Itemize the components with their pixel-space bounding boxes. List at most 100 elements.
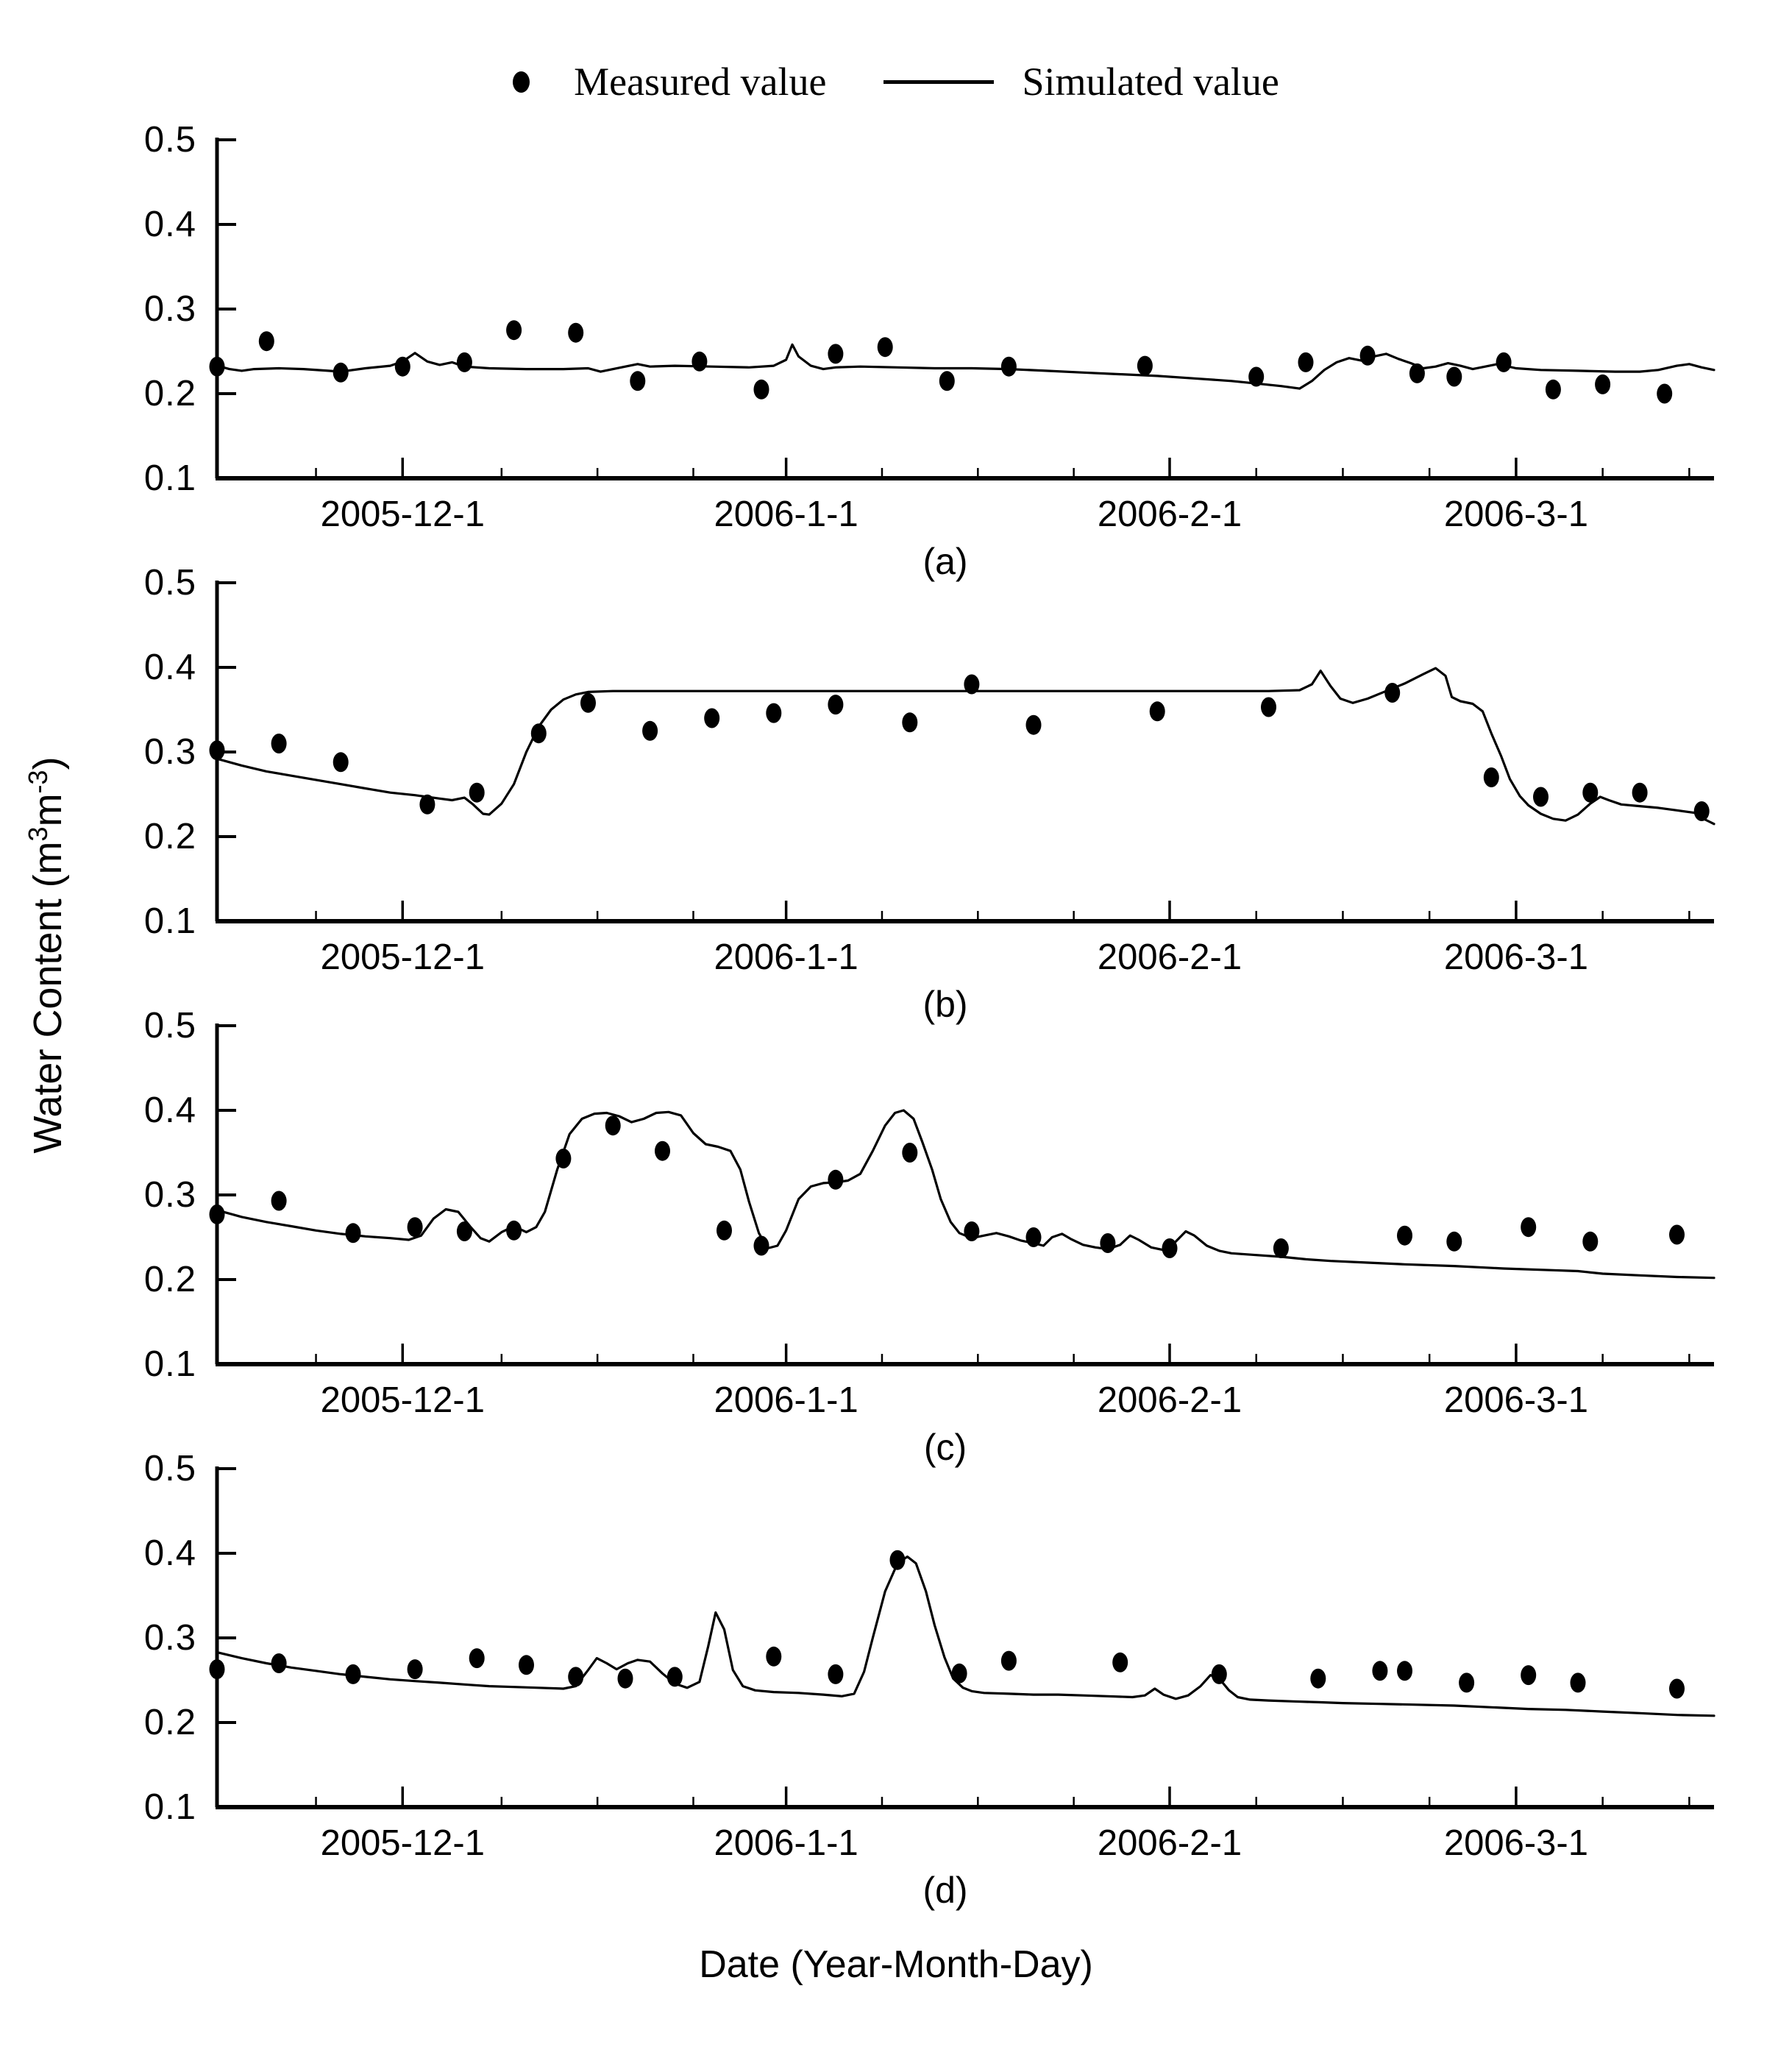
measured-point xyxy=(1669,1678,1685,1699)
measured-point xyxy=(717,1220,732,1241)
measured-point xyxy=(939,371,955,391)
measured-point xyxy=(271,1653,287,1673)
measured-point xyxy=(828,1169,844,1190)
measured-point xyxy=(655,1140,670,1161)
measured-point xyxy=(1248,366,1265,387)
measured-point xyxy=(419,794,435,815)
x-tick-label: 2006-3-1 xyxy=(1443,494,1588,534)
measured-point xyxy=(1025,714,1042,735)
measured-point xyxy=(530,723,547,744)
measured-point xyxy=(1100,1233,1116,1253)
measured-point xyxy=(519,1655,534,1675)
x-tick-label: 2006-3-1 xyxy=(1443,1823,1588,1863)
measured-point xyxy=(456,352,472,372)
measured-point xyxy=(469,782,485,803)
measured-point xyxy=(1397,1225,1412,1246)
legend: Measured value Simulated value xyxy=(0,59,1792,104)
measured-point xyxy=(1397,1661,1412,1681)
legend-measured-label: Measured value xyxy=(574,60,827,104)
measured-point xyxy=(394,356,410,377)
measured-point xyxy=(630,371,646,391)
measured-point xyxy=(1149,701,1165,722)
measured-point xyxy=(506,320,522,341)
simulated-line xyxy=(216,1109,1715,1280)
measured-point xyxy=(469,1648,485,1669)
measured-point xyxy=(902,712,918,733)
y-tick-label: 0.3 xyxy=(143,1618,196,1658)
x-tick-label: 2006-1-1 xyxy=(714,1380,858,1420)
x-tick-label: 2005-12-1 xyxy=(320,1823,485,1863)
measured-point xyxy=(209,740,225,761)
measured-point xyxy=(828,344,844,364)
measured-point xyxy=(506,1220,522,1241)
measured-point xyxy=(1211,1664,1227,1684)
measured-point xyxy=(642,720,658,741)
measured-point xyxy=(964,674,980,695)
measured-point xyxy=(456,1221,472,1241)
measured-point xyxy=(1025,1227,1042,1247)
measured-point xyxy=(1693,801,1710,821)
measured-point xyxy=(209,356,225,377)
x-tick-label: 2006-2-1 xyxy=(1097,494,1242,534)
y-tick-label: 0.2 xyxy=(143,1260,196,1299)
measured-point xyxy=(666,1667,683,1687)
y-tick-label: 0.2 xyxy=(143,1703,196,1742)
measured-point xyxy=(691,351,708,372)
measured-point xyxy=(605,1115,621,1136)
y-tick-label: 0.1 xyxy=(143,1787,196,1827)
panel-letter: (b) xyxy=(922,984,968,1025)
measured-point xyxy=(951,1663,967,1684)
measured-point xyxy=(407,1217,423,1238)
measured-point xyxy=(1409,363,1425,383)
measured-point xyxy=(209,1204,225,1224)
measured-point xyxy=(333,752,349,773)
measured-point xyxy=(828,695,844,715)
measured-point xyxy=(1000,356,1017,377)
measured-point xyxy=(580,692,596,713)
measured-point xyxy=(407,1659,423,1680)
measured-point xyxy=(1496,352,1512,372)
measured-point xyxy=(1483,767,1499,787)
measured-point xyxy=(1000,1650,1017,1671)
measured-point xyxy=(1112,1652,1128,1672)
measured-point xyxy=(345,1223,361,1244)
measured-marker-icon xyxy=(513,71,530,93)
panel-letter: (d) xyxy=(922,1870,968,1911)
x-tick-label: 2006-2-1 xyxy=(1097,937,1242,977)
panel-letter: (c) xyxy=(923,1427,967,1468)
measured-point xyxy=(1310,1668,1326,1689)
measured-point xyxy=(1446,366,1462,387)
x-tick-label: 2006-1-1 xyxy=(714,1823,858,1863)
measured-point xyxy=(1459,1672,1475,1693)
y-tick-label: 0.3 xyxy=(143,732,196,772)
y-tick-label: 0.4 xyxy=(143,1090,196,1130)
measured-point xyxy=(209,1659,225,1680)
measured-point xyxy=(1595,374,1611,394)
measured-point xyxy=(1162,1238,1178,1258)
y-tick-label: 0.1 xyxy=(143,1344,196,1384)
measured-point xyxy=(766,703,782,723)
measured-point xyxy=(1298,352,1314,372)
simulated-line xyxy=(216,343,1715,390)
measured-point xyxy=(1582,1231,1599,1252)
measured-point xyxy=(1384,683,1401,703)
measured-point xyxy=(902,1143,918,1163)
y-tick-label: 0.5 xyxy=(143,1006,196,1046)
measured-point xyxy=(1446,1231,1462,1252)
simulated-line xyxy=(216,667,1715,826)
measured-point xyxy=(271,734,287,753)
x-tick-label: 2006-2-1 xyxy=(1097,1823,1242,1863)
measured-point xyxy=(568,322,584,343)
measured-point xyxy=(766,1646,782,1667)
x-axis-title: Date (Year-Month-Day) xyxy=(699,1943,1093,1986)
x-tick-label: 2006-3-1 xyxy=(1443,1380,1588,1420)
x-tick-label: 2006-1-1 xyxy=(714,937,858,977)
measured-point xyxy=(555,1149,572,1168)
measured-point xyxy=(1137,355,1153,376)
y-tick-label: 0.4 xyxy=(143,648,196,687)
measured-point xyxy=(1521,1665,1537,1686)
y-tick-label: 0.3 xyxy=(143,289,196,329)
simulated-line-icon xyxy=(883,79,995,84)
